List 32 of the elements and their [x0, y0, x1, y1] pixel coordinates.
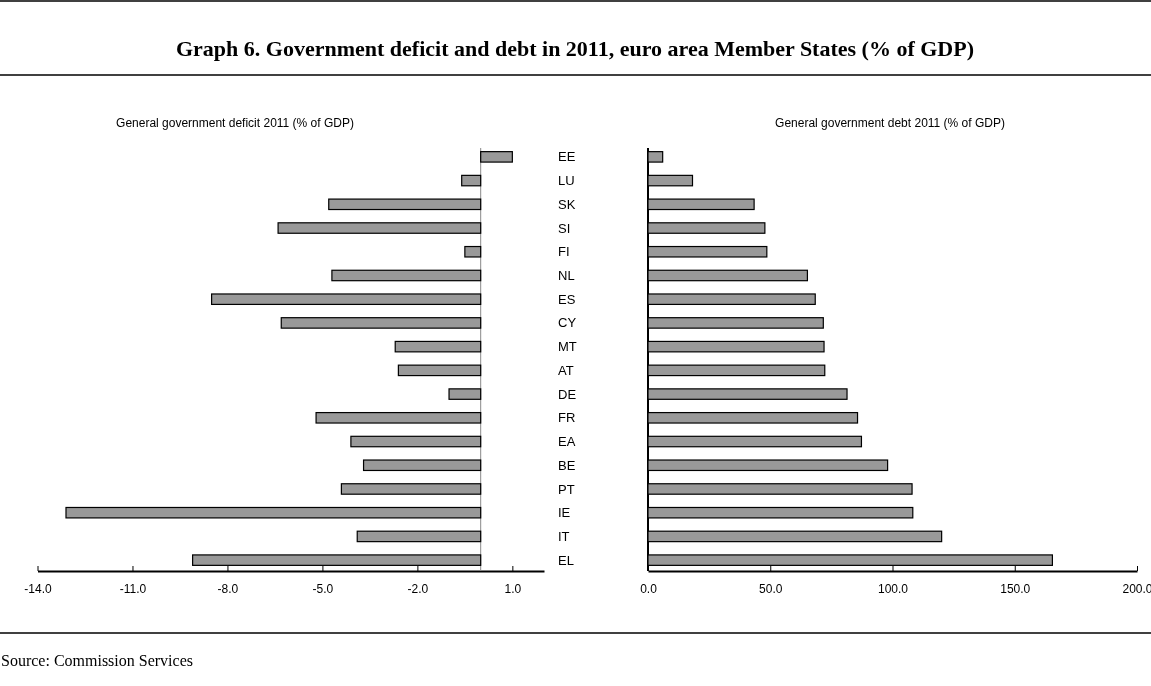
x-tick-label: 150.0 [1000, 581, 1031, 596]
x-tick-label: 50.0 [759, 581, 783, 596]
y-tick-label: EE [558, 149, 576, 165]
y-tick-label: EA [558, 434, 576, 450]
y-tick-label: ES [558, 291, 576, 307]
y-tick-label: IE [558, 505, 571, 521]
y-tick-label: FI [558, 244, 570, 260]
x-tick-label: 1.0 [504, 581, 522, 596]
source-note: Source: Commission Services [1, 652, 193, 669]
x-tick-label: -14.0 [24, 581, 52, 596]
y-tick-label: SI [558, 220, 571, 236]
y-tick-label: LU [558, 173, 575, 189]
y-tick-label: BE [558, 457, 576, 473]
chart-title: Graph 6. Government deficit and debt in 2011, euro area Member States (% of GDP) [175, 36, 975, 61]
y-tick-label: CY [558, 315, 577, 331]
chart-title: General government debt 2011 (% of GDP) [775, 116, 1005, 130]
y-tick-label: DE [558, 386, 577, 402]
y-tick-label: EL [558, 552, 574, 568]
y-tick-label: FR [558, 410, 576, 426]
x-tick-label: -11.0 [119, 581, 147, 596]
x-tick-label: 0.0 [640, 581, 658, 596]
y-tick-label: AT [558, 362, 574, 378]
y-tick-label: SK [558, 196, 576, 212]
x-tick-label: -8.0 [217, 581, 239, 596]
y-tick-label: PT [558, 481, 575, 497]
y-tick-label: IT [558, 528, 570, 544]
x-tick-label: -5.0 [312, 581, 334, 596]
x-tick-label: -2.0 [407, 581, 429, 596]
y-tick-label: MT [558, 339, 577, 355]
chart-subtitle: General government deficit 2011 (% of GDP) [116, 116, 354, 130]
y-tick-label: NL [558, 268, 575, 284]
x-tick-label: 100.0 [877, 581, 909, 596]
